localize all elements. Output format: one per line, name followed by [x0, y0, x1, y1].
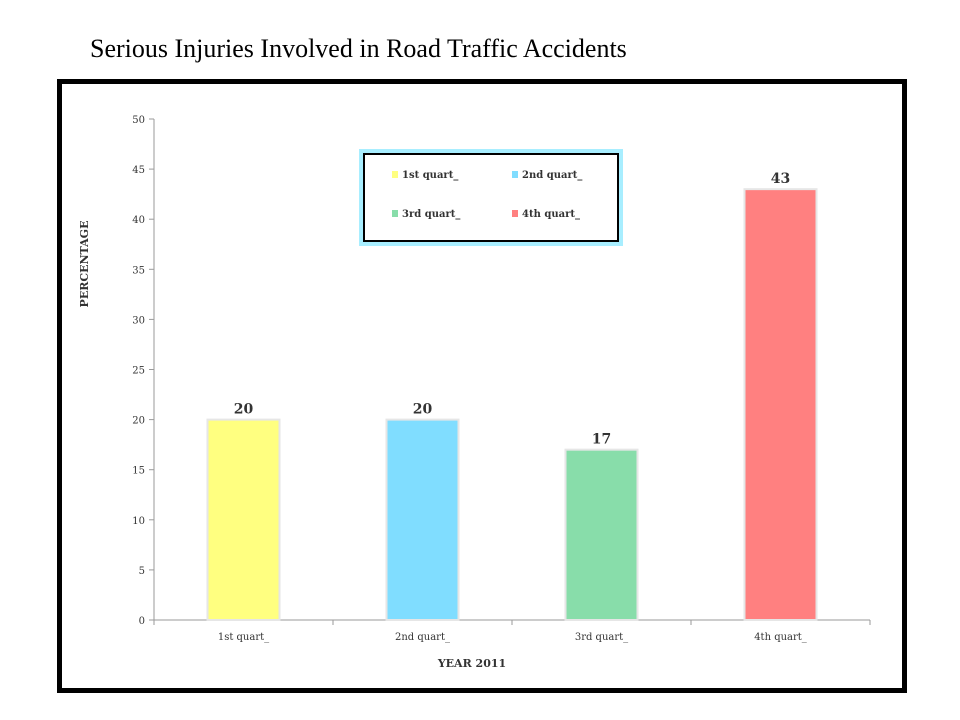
x-tick-label: 4th quart_ — [754, 632, 807, 643]
y-tick-label: 15 — [132, 466, 145, 477]
data-labels: 20 20 17 43 — [234, 171, 790, 448]
x-tick-label: 2nd quart_ — [395, 632, 450, 643]
y-axis-title: PERCENTAGE — [78, 221, 91, 308]
legend-label: 2nd quart_ — [522, 170, 582, 181]
legend-swatch — [392, 171, 398, 178]
data-label: 43 — [771, 171, 790, 187]
y-tick-label: 5 — [139, 566, 145, 577]
bar-2 — [385, 418, 460, 621]
y-tick-label: 10 — [132, 516, 145, 527]
data-label: 17 — [592, 432, 611, 448]
legend-label: 4th quart_ — [522, 209, 580, 220]
data-label: 20 — [234, 402, 254, 418]
legend: 1st quart_ 2nd quart_ 3rd quart_ 4th quart_ — [359, 149, 623, 246]
y-tick-label: 20 — [132, 416, 145, 427]
y-tick-label: 25 — [132, 366, 145, 377]
legend-swatch — [512, 210, 518, 217]
bars — [206, 188, 818, 621]
legend-swatch — [392, 210, 398, 217]
legend-label: 1st quart_ — [402, 170, 458, 181]
legend-glow — [359, 149, 623, 246]
y-tick-label: 40 — [132, 215, 145, 226]
bar-chart: 0 5 10 15 20 25 30 35 40 45 50 1st quart_ 2nd quart… — [78, 115, 871, 670]
x-tick-label: 3rd quart_ — [575, 632, 628, 643]
x-tick-label: 1st quart_ — [218, 632, 269, 643]
y-tick-label: 35 — [132, 265, 145, 276]
y-tick-label: 0 — [139, 616, 145, 627]
y-tick-label: 45 — [132, 165, 145, 176]
bar-1 — [206, 418, 281, 621]
legend-box — [363, 153, 619, 242]
y-axis: 0 5 10 15 20 25 30 35 40 45 50 — [132, 115, 155, 627]
y-tick-label: 30 — [132, 315, 145, 326]
x-axis-title: YEAR 2011 — [437, 657, 506, 670]
x-axis: 1st quart_ 2nd quart_ 3rd quart_ 4th quart_ — [153, 619, 871, 643]
slide-title: Serious Injuries Involved in Road Traffi… — [90, 34, 627, 63]
data-label: 20 — [413, 402, 433, 418]
bar-3 — [564, 448, 639, 621]
chart-frame: 0 5 10 15 20 25 30 35 40 45 50 1st quart_ 2nd quart… — [57, 79, 907, 693]
legend-swatch — [512, 171, 518, 178]
y-tick-label: 50 — [132, 115, 145, 126]
bar-4 — [743, 188, 818, 621]
legend-label: 3rd quart_ — [402, 209, 460, 220]
